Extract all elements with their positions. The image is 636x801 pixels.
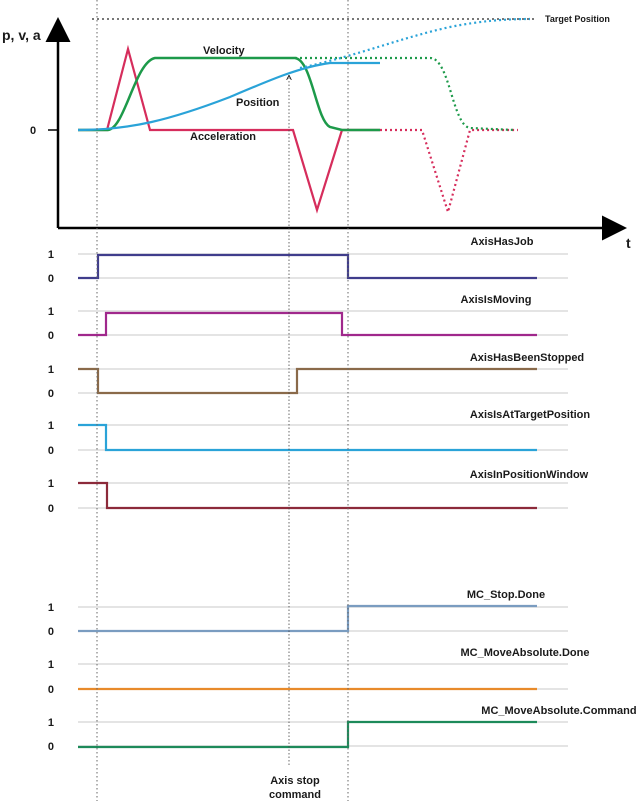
signal-waveform [78, 720, 537, 749]
signal-waveform [78, 604, 537, 633]
acceleration-label: Acceleration [190, 131, 256, 143]
signal-name-label: AxisHasBeenStopped [470, 352, 584, 364]
signal-high-label: 1 [48, 659, 54, 671]
position-label: Position [236, 97, 280, 109]
signal-high-label: 1 [48, 306, 54, 318]
signal-name-label: MC_Stop.Done [467, 589, 545, 601]
signal-low-label: 0 [48, 684, 54, 696]
signal-high-label: 1 [48, 420, 54, 432]
signal-low-label: 0 [48, 503, 54, 515]
signal-waveform [78, 423, 537, 452]
acceleration-curve-planned [380, 128, 518, 216]
position-curve [77, 61, 380, 132]
stop-command-label-line1: Axis stop [270, 775, 320, 787]
signal-name-label: AxisIsAtTargetPosition [470, 409, 590, 421]
signal-row: 1 0 AxisIsMoving [48, 294, 568, 342]
zero-label: 0 [30, 125, 36, 137]
signal-low-label: 0 [48, 741, 54, 753]
stop-command-label-line2: command [269, 789, 321, 801]
signal-low-label: 0 [48, 330, 54, 342]
position-curve-planned [299, 17, 531, 70]
signal-waveform [78, 253, 537, 280]
signal-high-label: 1 [48, 249, 54, 261]
velocity-curve-planned [295, 56, 516, 132]
signal-low-label: 0 [48, 388, 54, 400]
signal-name-label: AxisInPositionWindow [470, 469, 589, 481]
signal-waveform [78, 311, 537, 337]
velocity-label: Velocity [203, 45, 245, 57]
signal-row: 1 0 MC_Stop.Done [48, 589, 568, 638]
signal-low-label: 0 [48, 445, 54, 457]
signal-waveform [78, 481, 537, 510]
signal-row: 1 0 AxisHasBeenStopped [48, 352, 584, 400]
signal-name-label: MC_MoveAbsolute.Done [461, 647, 590, 659]
signal-row: 1 0 MC_MoveAbsolute.Done [48, 647, 590, 696]
target-position-label: Target Position [545, 14, 610, 24]
signal-name-label: AxisIsMoving [461, 294, 532, 306]
motion-plot: p, v, a t 0 Target Position Velocity Pos… [2, 14, 631, 251]
velocity-curve [78, 56, 380, 132]
signal-row: 1 0 AxisIsAtTargetPosition [48, 409, 591, 457]
x-axis-label: t [626, 235, 631, 251]
signal-high-label: 1 [48, 717, 54, 729]
y-axis-label: p, v, a [2, 27, 41, 43]
signal-name-label: MC_MoveAbsolute.CommandAborted [481, 705, 636, 717]
signal-low-label: 0 [48, 273, 54, 285]
acceleration-curve [78, 44, 380, 214]
signal-waveform [78, 367, 537, 395]
signal-row: 1 0 AxisInPositionWindow [48, 469, 589, 515]
signal-high-label: 1 [48, 364, 54, 376]
signal-high-label: 1 [48, 602, 54, 614]
signal-row: 1 0 AxisHasJob [48, 236, 568, 285]
signal-high-label: 1 [48, 478, 54, 490]
signal-row: 1 0 MC_MoveAbsolute.CommandAborted [48, 705, 636, 753]
signal-low-label: 0 [48, 626, 54, 638]
signal-name-label: AxisHasJob [471, 236, 534, 248]
signal-rows: 1 0 AxisHasJob 1 0 AxisIsMoving 1 0 AxisHasBeenS… [48, 236, 636, 753]
